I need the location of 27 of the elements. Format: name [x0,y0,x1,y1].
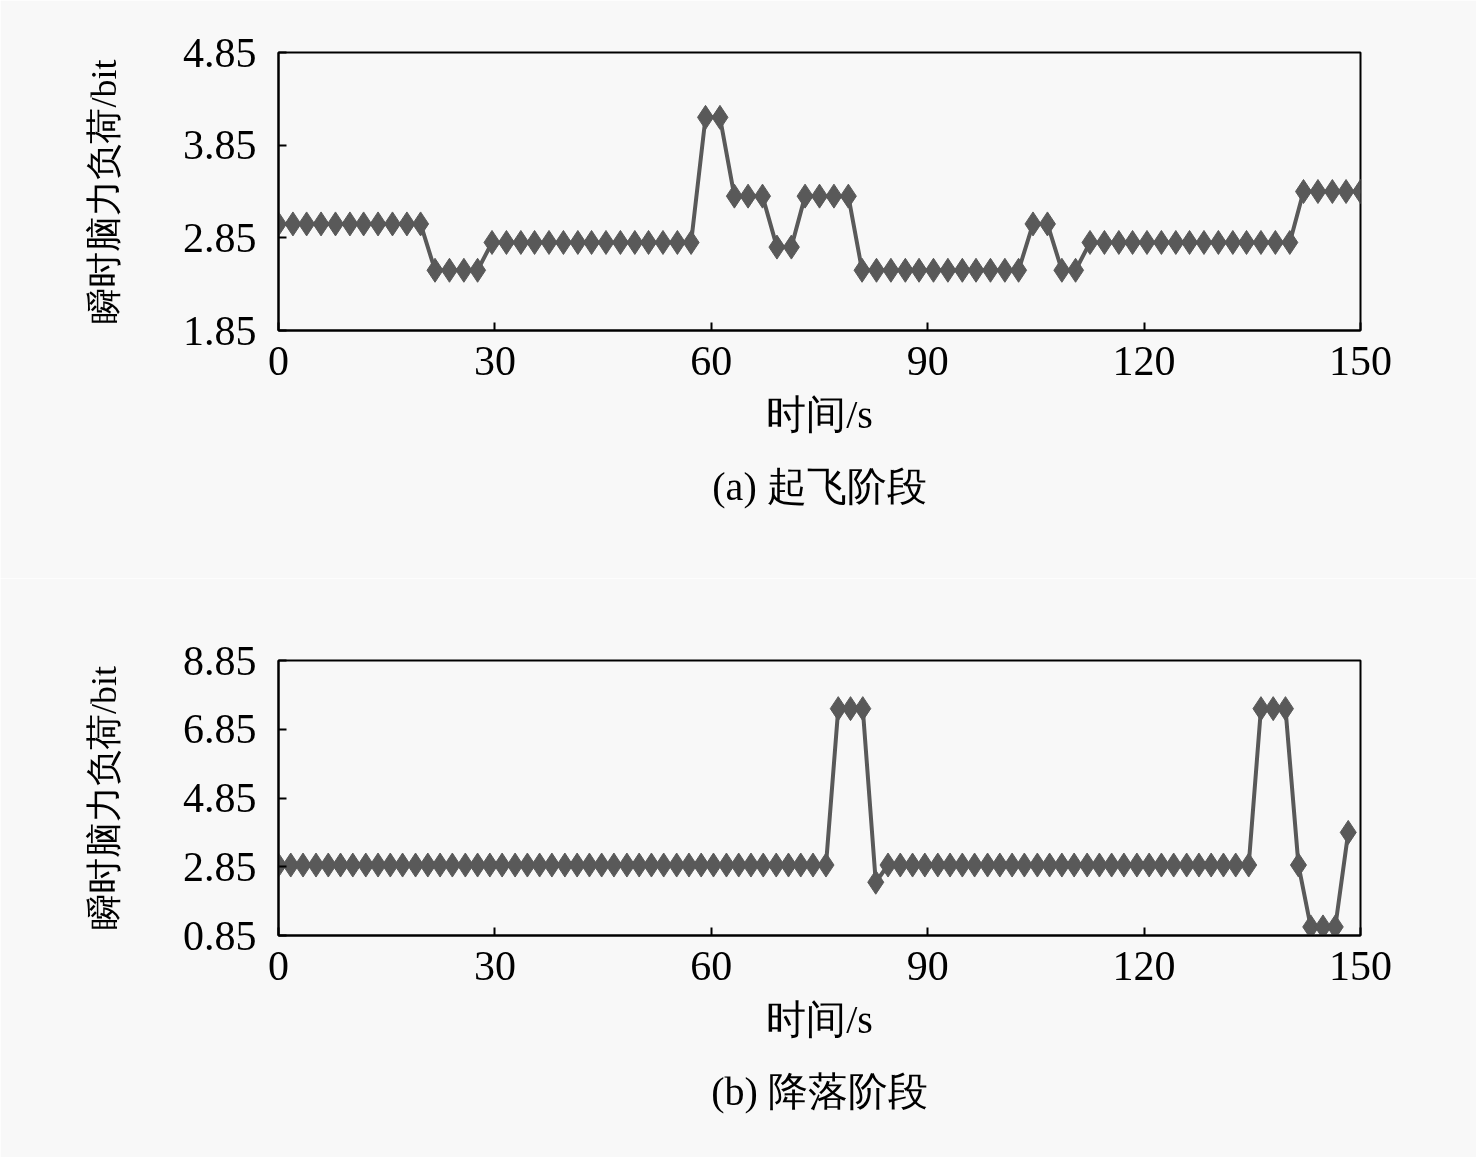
x-tick-label: 30 [473,337,516,384]
x-tick-label: 60 [690,942,733,989]
y-tick-label: 6.85 [183,706,257,753]
x-axis-title: 时间/s [766,391,873,437]
x-tick-label: 150 [1329,942,1392,989]
x-tick-label: 0 [268,337,289,384]
y-tick-label: 2.85 [183,214,257,261]
x-tick-label: 0 [268,942,289,989]
x-tick-label: 150 [1329,337,1392,384]
x-tick-label: 90 [906,337,949,384]
x-axis-title: 时间/s [766,996,873,1042]
text: (a) 起飞阶段 [712,463,927,509]
x-tick-label: 120 [1112,942,1176,989]
y-tick-label: 1.85 [183,307,257,354]
y-tick-label: 4.85 [183,29,257,76]
text: (b) 降落阶段 [711,1068,928,1114]
y-tick-label: 2.85 [183,843,257,890]
y-axis-title: 瞬时脑力负荷/bit [84,59,124,324]
x-tick-label: 120 [1112,337,1176,384]
y-tick-label: 3.85 [183,122,257,169]
y-tick-label: 8.85 [183,637,257,684]
x-tick-label: 60 [690,337,733,384]
x-tick-label: 30 [473,942,516,989]
y-axis-title: 瞬时脑力负荷/bit [84,665,124,930]
x-tick-label: 90 [906,942,949,989]
y-tick-label: 0.85 [183,912,257,959]
y-tick-label: 4.85 [183,775,257,821]
